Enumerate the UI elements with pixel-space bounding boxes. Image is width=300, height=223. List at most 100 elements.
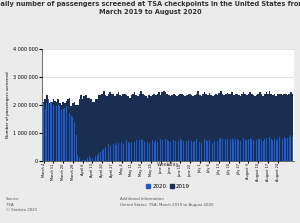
Bar xyxy=(147,98,148,161)
Bar xyxy=(43,102,44,161)
Bar xyxy=(103,91,105,161)
Bar xyxy=(222,139,223,161)
Bar xyxy=(44,99,46,161)
Bar xyxy=(139,140,140,161)
Bar xyxy=(98,95,100,161)
Bar xyxy=(110,146,111,161)
Bar xyxy=(100,152,101,161)
Bar xyxy=(97,155,98,161)
Bar xyxy=(198,138,199,161)
Bar xyxy=(246,140,247,161)
Bar xyxy=(52,99,54,161)
Bar xyxy=(105,147,106,161)
Bar xyxy=(140,91,142,161)
Bar xyxy=(253,140,254,161)
Bar xyxy=(217,141,218,161)
Bar xyxy=(274,94,275,161)
Bar xyxy=(157,142,158,161)
Bar xyxy=(136,95,137,161)
Bar xyxy=(204,139,205,161)
Bar xyxy=(251,94,253,161)
Bar xyxy=(199,142,200,161)
Bar xyxy=(69,113,70,161)
Bar xyxy=(102,150,103,161)
Bar xyxy=(110,92,111,161)
Bar xyxy=(212,96,214,161)
Bar xyxy=(98,153,99,161)
Bar xyxy=(55,108,56,161)
Bar xyxy=(118,92,119,161)
Bar xyxy=(180,139,181,161)
Bar xyxy=(160,95,161,161)
Bar xyxy=(82,99,83,161)
Bar xyxy=(269,91,270,161)
Bar xyxy=(139,94,140,161)
Bar xyxy=(153,94,155,161)
Bar xyxy=(144,95,145,161)
Bar xyxy=(101,94,103,161)
Bar xyxy=(163,91,165,161)
Bar xyxy=(175,141,176,161)
Bar xyxy=(226,93,228,161)
Bar xyxy=(171,95,173,161)
Bar xyxy=(243,138,244,161)
Bar xyxy=(196,94,197,161)
Bar xyxy=(178,95,179,161)
Bar xyxy=(106,96,108,161)
Bar xyxy=(90,158,91,161)
Bar xyxy=(83,96,85,161)
Bar xyxy=(89,156,90,161)
Bar xyxy=(64,103,66,161)
Bar xyxy=(280,138,281,161)
Bar xyxy=(100,95,101,161)
Bar xyxy=(238,95,239,161)
Bar xyxy=(118,143,119,161)
Bar xyxy=(178,141,179,161)
Bar xyxy=(236,94,238,161)
Bar xyxy=(79,158,80,161)
Bar xyxy=(142,94,144,161)
Bar xyxy=(239,96,241,161)
Bar xyxy=(262,96,264,161)
Bar xyxy=(276,140,277,161)
Text: Additional Information
United States; TSA; March 2019 to August 2020: Additional Information United States; TS… xyxy=(120,197,214,206)
Bar xyxy=(51,102,52,161)
Bar xyxy=(279,94,280,161)
Bar xyxy=(259,92,261,161)
Bar xyxy=(126,95,127,161)
Bar xyxy=(66,101,67,161)
Bar xyxy=(45,109,46,161)
Bar xyxy=(170,142,171,161)
Bar xyxy=(119,95,121,161)
Bar xyxy=(169,96,171,161)
Text: Daily number of passengers screened at TSA checkpoints in the United States from: Daily number of passengers screened at T… xyxy=(0,1,300,15)
Bar xyxy=(160,139,161,161)
Bar xyxy=(272,140,273,161)
Bar xyxy=(149,143,150,161)
Bar xyxy=(253,95,254,161)
Bar xyxy=(70,106,72,161)
Bar xyxy=(292,94,293,161)
Bar xyxy=(284,137,285,161)
Bar xyxy=(282,95,284,161)
Bar xyxy=(183,141,184,161)
Bar xyxy=(192,96,194,161)
Bar xyxy=(92,102,93,161)
Bar xyxy=(222,94,223,161)
Bar xyxy=(136,140,137,161)
Bar xyxy=(240,141,241,161)
Bar xyxy=(69,98,70,161)
Bar xyxy=(167,140,168,161)
Legend: 2020, 2019: 2020, 2019 xyxy=(144,182,192,191)
Bar xyxy=(214,141,215,161)
Bar xyxy=(290,135,291,161)
Bar xyxy=(257,94,259,161)
Bar xyxy=(161,92,163,161)
Bar xyxy=(74,122,75,161)
Bar xyxy=(201,143,202,161)
Bar xyxy=(61,105,62,161)
Bar xyxy=(199,95,200,161)
Bar xyxy=(270,94,272,161)
Bar xyxy=(64,108,65,161)
Bar xyxy=(230,94,231,161)
